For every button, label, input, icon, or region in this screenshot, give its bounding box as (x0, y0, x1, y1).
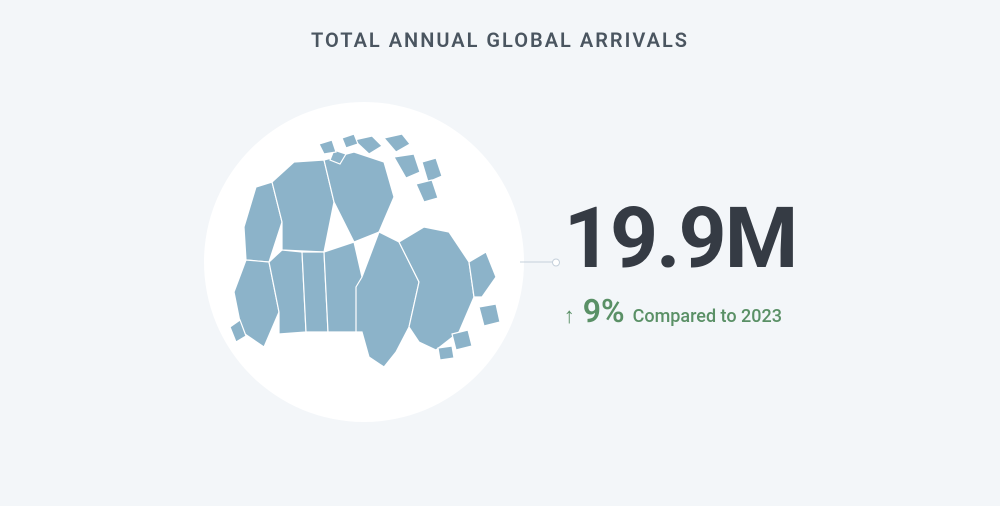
stat-change: ↑ 9% Compared to 2023 (564, 295, 782, 327)
change-percent: 9% (583, 295, 625, 327)
infographic-container: TOTAL ANNUAL GLOBAL ARRIVALS (0, 0, 1000, 506)
change-label: Compared to 2023 (633, 308, 782, 326)
canada-map-icon (224, 132, 504, 392)
arrow-up-icon: ↑ (564, 306, 575, 328)
map-circle (204, 102, 524, 422)
content-row: 19.9M ↑ 9% Compared to 2023 (40, 102, 960, 422)
connector-line (520, 262, 556, 263)
stat-block: 19.9M ↑ 9% Compared to 2023 (564, 197, 796, 327)
page-title: TOTAL ANNUAL GLOBAL ARRIVALS (311, 28, 689, 52)
stat-value: 19.9M (564, 197, 796, 281)
